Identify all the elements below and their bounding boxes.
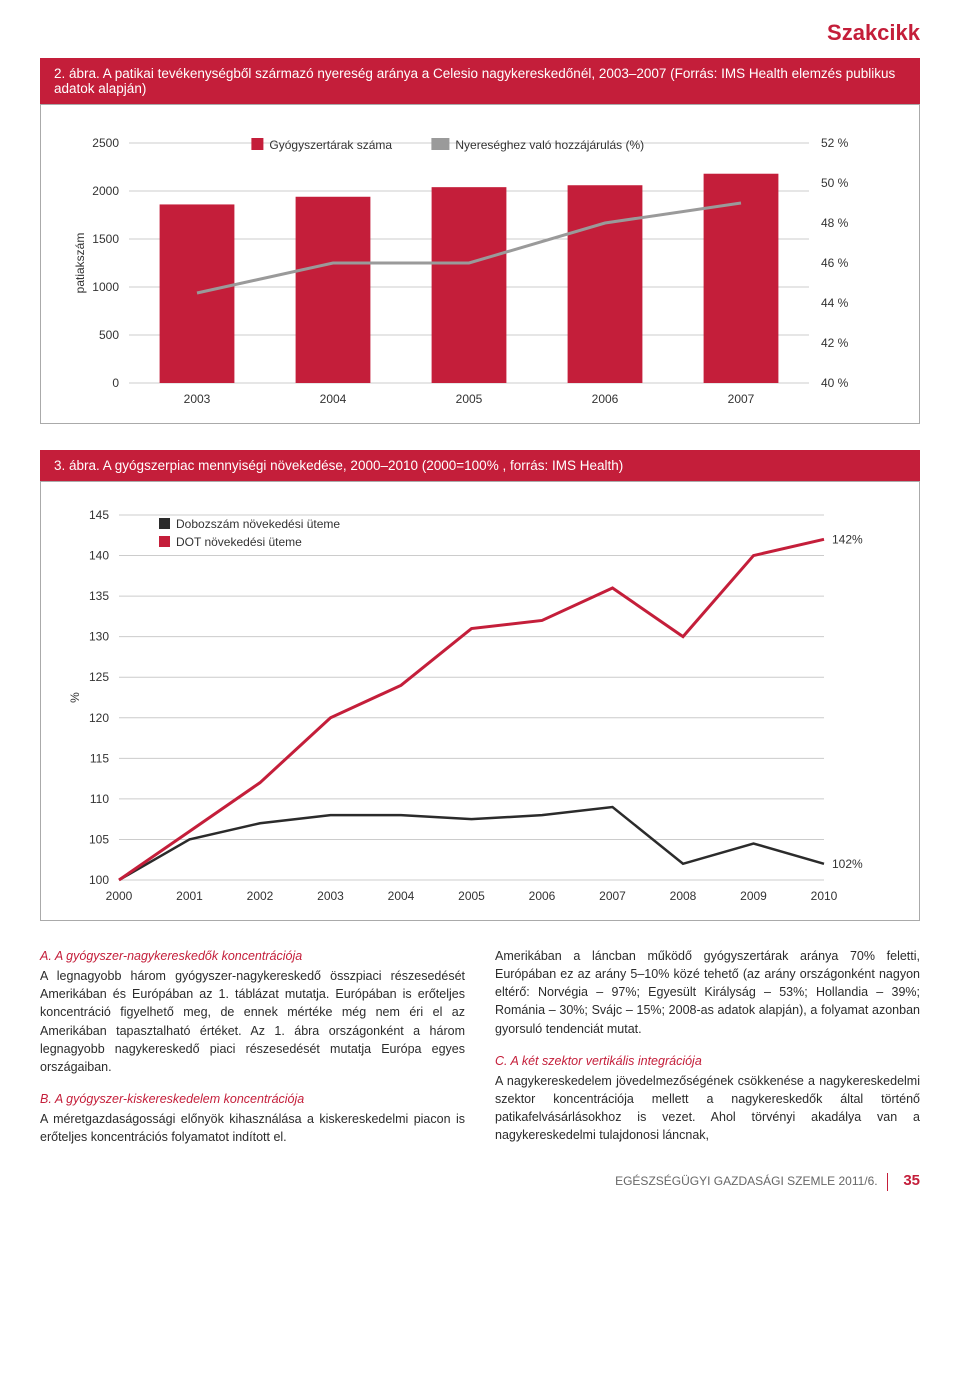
- svg-text:2009: 2009: [740, 889, 767, 903]
- left-column: A. A gyógyszer-nagykereskedők koncentrác…: [40, 947, 465, 1146]
- subhead-a: A. A gyógyszer-nagykereskedők koncentrác…: [40, 947, 465, 965]
- chart1-title-banner: 2. ábra. A patikai tevékenységből szárma…: [40, 58, 920, 104]
- svg-text:2005: 2005: [456, 392, 483, 406]
- svg-text:142%: 142%: [832, 532, 863, 546]
- svg-text:46 %: 46 %: [821, 256, 849, 270]
- svg-text:40 %: 40 %: [821, 376, 849, 390]
- svg-text:105: 105: [89, 832, 109, 846]
- svg-text:2004: 2004: [320, 392, 347, 406]
- subhead-c: C. A két szektor vertikális integrációja: [495, 1052, 920, 1070]
- svg-text:140: 140: [89, 549, 109, 563]
- svg-text:50 %: 50 %: [821, 176, 849, 190]
- svg-text:2010: 2010: [811, 889, 838, 903]
- svg-text:44 %: 44 %: [821, 296, 849, 310]
- svg-text:Dobozszám növekedési üteme: Dobozszám növekedési üteme: [176, 517, 340, 531]
- svg-text:145: 145: [89, 508, 109, 522]
- svg-text:1000: 1000: [92, 280, 119, 294]
- svg-text:115: 115: [90, 751, 109, 765]
- svg-text:2004: 2004: [388, 889, 415, 903]
- right-column: Amerikában a láncban működő gyógyszertár…: [495, 947, 920, 1146]
- para-a: A legnagyobb három gyógyszer-nagykereske…: [40, 967, 465, 1076]
- footer-divider: [887, 1173, 888, 1191]
- chart2-title-banner: 3. ábra. A gyógszerpiac mennyiségi növek…: [40, 450, 920, 481]
- svg-text:2002: 2002: [247, 889, 274, 903]
- svg-text:2003: 2003: [184, 392, 211, 406]
- svg-text:2000: 2000: [106, 889, 133, 903]
- svg-text:2005: 2005: [458, 889, 485, 903]
- svg-text:2001: 2001: [176, 889, 203, 903]
- svg-text:2007: 2007: [599, 889, 626, 903]
- svg-text:2006: 2006: [592, 392, 619, 406]
- para-top-right: Amerikában a láncban működő gyógyszertár…: [495, 947, 920, 1038]
- page-footer: EGÉSZSÉGÜGYI GAZDASÁGI SZEMLE 2011/6. 35: [40, 1172, 920, 1191]
- svg-text:110: 110: [90, 792, 109, 806]
- para-b: A méretgazdaságossági előnyök kihasználá…: [40, 1110, 465, 1146]
- publication-name: EGÉSZSÉGÜGYI GAZDASÁGI SZEMLE 2011/6.: [615, 1174, 878, 1188]
- svg-text:100: 100: [89, 873, 109, 887]
- svg-text:130: 130: [89, 630, 109, 644]
- chart1: 0 500 1000 1500 2000 2500 40 % 42 % 44 % 46 % 48 %…: [59, 123, 879, 413]
- svg-text:125: 125: [89, 670, 109, 684]
- svg-text:120: 120: [89, 711, 109, 725]
- svg-text:102%: 102%: [832, 857, 863, 871]
- body-columns: A. A gyógyszer-nagykereskedők koncentrác…: [40, 947, 920, 1146]
- svg-text:52 %: 52 %: [821, 136, 849, 150]
- svg-text:2007: 2007: [728, 392, 755, 406]
- svg-text:%: %: [68, 692, 82, 703]
- svg-text:135: 135: [89, 589, 109, 603]
- svg-text:patiakszám: patiakszám: [73, 233, 87, 294]
- subhead-b: B. A gyógyszer-kiskereskedelem koncentrá…: [40, 1090, 465, 1108]
- svg-text:0: 0: [112, 376, 119, 390]
- svg-text:2500: 2500: [92, 136, 119, 150]
- svg-text:1500: 1500: [92, 232, 119, 246]
- svg-text:2003: 2003: [317, 889, 344, 903]
- svg-text:DOT növekedési üteme: DOT növekedési üteme: [176, 535, 302, 549]
- section-header: Szakcikk: [827, 20, 920, 45]
- chart1-container: 0 500 1000 1500 2000 2500 40 % 42 % 44 % 46 % 48 %…: [40, 104, 920, 424]
- para-c: A nagykereskedelem jövedelmezőségének cs…: [495, 1072, 920, 1145]
- svg-text:2008: 2008: [670, 889, 697, 903]
- chart2: 100 105 110 115 120 125 130 135 140 145% 102% 142% 2…: [59, 500, 879, 910]
- svg-text:2006: 2006: [529, 889, 556, 903]
- svg-text:2000: 2000: [92, 184, 119, 198]
- chart2-container: 100 105 110 115 120 125 130 135 140 145% 102% 142% 2…: [40, 481, 920, 921]
- svg-text:Nyereséghez való hozzájárulás: Nyereséghez való hozzájárulás (%): [455, 138, 644, 152]
- svg-text:48 %: 48 %: [821, 216, 849, 230]
- svg-text:42 %: 42 %: [821, 336, 849, 350]
- svg-text:500: 500: [99, 328, 119, 342]
- svg-text:Gyógyszertárak száma: Gyógyszertárak száma: [269, 138, 392, 152]
- page-number: 35: [903, 1172, 920, 1189]
